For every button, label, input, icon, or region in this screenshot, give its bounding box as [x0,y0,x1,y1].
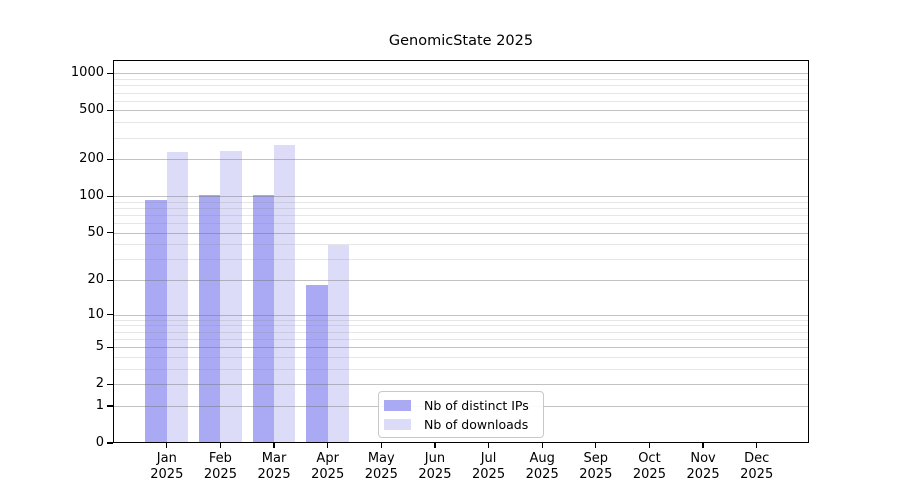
gridline-minor [114,368,808,370]
y-tick-label: 5 [95,339,104,355]
y-tick-label: 200 [79,151,104,167]
gridline-minor [114,100,808,102]
gridline-major [114,384,808,386]
y-tick-mark [107,158,113,160]
gridline-major [114,159,808,161]
legend-label: Nb of downloads [424,417,529,432]
y-tick-label: 10 [87,306,104,322]
gridline-minor [114,319,808,321]
y-tick-mark [107,346,113,348]
y-tick-mark [107,405,113,407]
x-tick-label: Nov 2025 [686,451,720,482]
bar [199,195,221,442]
y-tick-label: 0 [95,435,104,450]
bar [327,244,350,442]
x-tick-label: May 2025 [364,451,398,482]
gridline-major [114,73,808,75]
x-tick-mark [487,443,490,448]
legend: Nb of distinct IPs Nb of downloads [378,391,544,438]
gridline-minor [114,92,808,94]
gridline-minor [114,201,808,203]
gridline-minor [114,214,808,216]
gridline-major [114,314,808,316]
gridline-major [114,347,808,349]
x-tick-mark [273,443,275,448]
legend-item: Nb of downloads [384,415,528,434]
x-tick-mark [595,443,597,448]
gridline-minor [114,122,808,124]
x-tick-mark [219,443,221,448]
y-tick-mark [107,279,113,281]
x-tick-label: Dec 2025 [740,451,774,482]
y-tick-mark [107,442,113,444]
gridline-minor [114,259,808,261]
y-tick-label: 100 [79,188,104,204]
plot-area [113,60,809,443]
y-tick-mark [107,232,113,234]
gridline-minor [114,331,808,333]
gridline-minor [114,85,808,87]
gridline-minor [114,244,808,246]
gridline-minor [114,338,808,340]
gridline-minor [114,137,808,139]
x-tick-label: Oct 2025 [632,451,666,482]
gridline-major [114,280,808,282]
y-tick-label: 20 [87,272,104,288]
legend-label: Nb of distinct IPs [424,398,529,413]
x-tick-mark [380,443,382,448]
x-tick-mark [327,443,329,448]
y-tick-label: 1000 [70,65,104,81]
x-tick-mark [702,443,704,448]
gridline-minor [114,79,808,81]
gridline-minor [114,207,808,209]
y-tick-mark [107,109,113,112]
x-tick-mark [166,443,168,448]
x-tick-label: Jul 2025 [472,451,506,482]
legend-swatch-distinct-ips [384,400,411,411]
gridline-minor [114,325,808,327]
x-tick-label: Mar 2025 [257,451,291,482]
x-tick-mark [648,443,651,448]
y-tick-label: 50 [87,224,104,240]
y-tick-mark [107,314,113,316]
gridline-major [114,232,808,234]
bar [252,195,275,442]
y-tick-label: 1 [95,397,104,413]
legend-swatch-downloads [384,419,411,430]
x-tick-label: Jun 2025 [418,451,452,482]
chart-title: GenomicState 2025 [388,33,534,49]
y-tick-label: 500 [79,102,104,118]
gridline-minor [114,223,808,225]
bar [306,284,328,442]
y-tick-mark [107,195,113,197]
x-tick-label: Feb 2025 [203,451,237,482]
gridline-major [114,110,808,112]
y-tick-label: 2 [95,376,104,392]
x-tick-mark [541,443,543,448]
bar [274,145,296,442]
x-tick-label: Sep 2025 [579,451,613,482]
x-tick-label: Aug 2025 [525,451,559,482]
y-tick-mark [107,72,113,75]
bar [145,199,167,442]
x-tick-mark [434,443,436,448]
x-tick-mark [756,443,758,448]
bar [220,150,242,442]
bar [166,151,189,442]
y-tick-mark [107,383,113,385]
gridline-minor [114,356,808,358]
x-tick-label: Apr 2025 [311,451,345,482]
gridline-major [114,196,808,198]
x-tick-label: Jan 2025 [150,451,184,482]
legend-item: Nb of distinct IPs [384,396,529,415]
